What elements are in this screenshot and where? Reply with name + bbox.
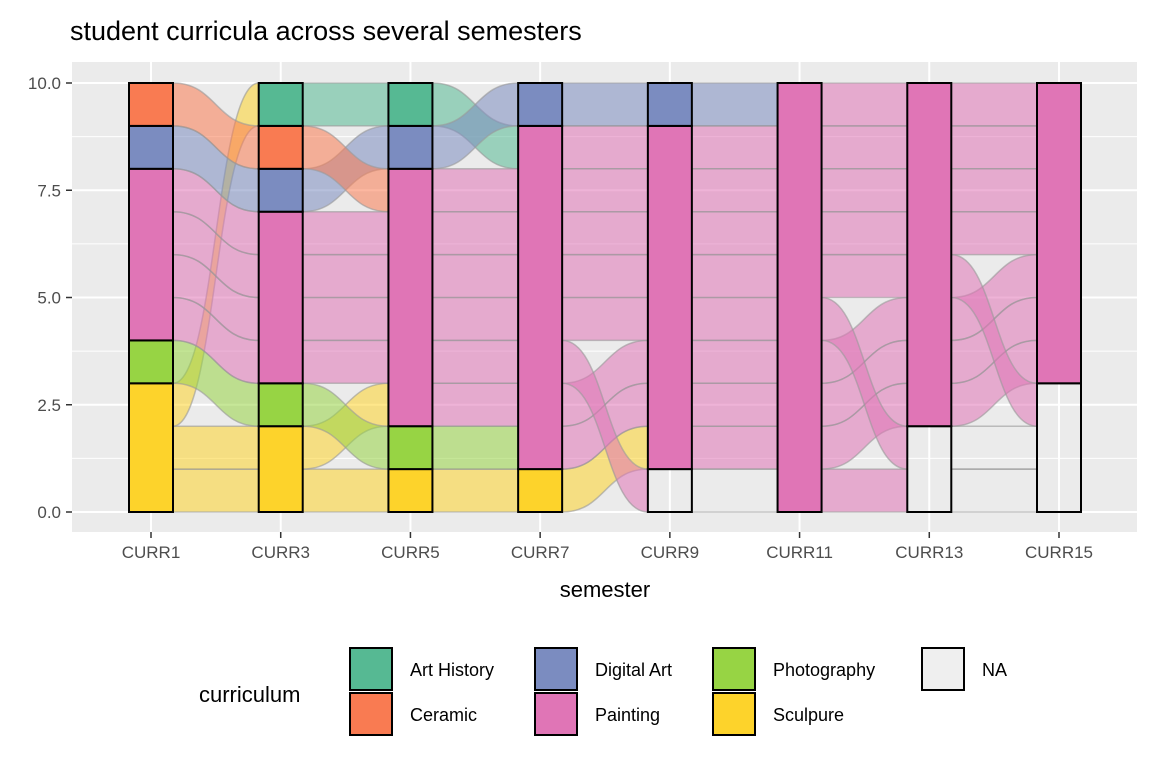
y-tick-label: 7.5 [37,181,61,200]
legend-label: Painting [595,705,660,725]
stratum [1036,82,1082,385]
x-tick-label: CURR5 [381,543,440,562]
legend: curriculum Art History Ceramic Digital Art… [199,647,1007,736]
legend-label: Photography [773,660,875,680]
flow [561,253,649,299]
x-tick-label: CURR15 [1025,543,1093,562]
legend-label: Sculpure [773,705,844,725]
flow [820,253,909,299]
stratum [387,425,434,471]
x-tick-label: CURR1 [122,543,181,562]
stratum [128,167,174,342]
flow [820,82,909,127]
stratum [906,82,953,428]
flow [301,296,390,342]
legend-key [534,647,578,691]
flow [691,125,779,170]
flow [172,425,260,470]
chart-title: student curricula across several semeste… [70,16,582,46]
stratum [776,82,823,513]
flow [950,168,1038,213]
stratum [387,124,434,170]
legend-label: Art History [410,660,494,680]
x-tick-label: CURR9 [641,543,700,562]
flow [950,210,1038,256]
flow [431,168,519,213]
flow [301,339,390,385]
flow [301,468,390,513]
axes: 0.0 2.5 5.0 7.5 10.0 CURR1 CURR3 CURR5 CURR7 CURR… [28,74,1093,562]
legend-key [534,692,578,736]
stratum [517,124,564,471]
flow [950,125,1038,170]
stratum [257,382,304,428]
flow [820,468,909,513]
stratum [128,124,174,170]
flow [561,296,649,342]
flow [561,210,649,256]
stratum [387,82,434,127]
stratum [517,468,564,514]
stratum [257,210,304,385]
stratum [128,382,174,513]
flow [431,339,519,385]
flow [301,82,390,127]
legend-key [349,692,393,736]
stratum [387,167,434,428]
legend-key [349,647,393,691]
stratum [257,124,304,170]
flow [691,168,779,213]
flow [691,382,779,427]
x-tick-label: CURR11 [766,543,833,562]
flow [431,253,519,299]
legend-key [712,692,756,736]
y-tick-label: 5.0 [37,289,61,308]
legend-title: curriculum [199,682,300,707]
flow [820,125,909,170]
legend-label: NA [982,660,1007,680]
stratum [646,82,693,127]
x-axis-title: semester [560,577,650,602]
flow [431,296,519,342]
flow [431,382,519,427]
x-tick-label: CURR7 [511,543,570,562]
flow [172,468,260,513]
flow [691,296,779,342]
stratum [646,124,693,471]
stratum [257,167,304,213]
y-tick-label: 0.0 [37,503,61,522]
stratum [257,425,304,514]
legend-key [921,647,965,691]
flow [691,425,779,470]
flow [691,339,779,385]
strata [128,82,1082,514]
flow [561,82,649,127]
x-tick-label: CURR3 [251,543,310,562]
legend-key [712,647,756,691]
stratum [128,339,174,385]
stratum [517,82,564,127]
flow [691,253,779,299]
flow [561,125,649,170]
legend-label: Digital Art [595,660,672,680]
flow [431,425,519,470]
legend-label: Ceramic [410,705,477,725]
flow [301,253,390,299]
flow [820,168,909,213]
flow [691,210,779,256]
flow [431,210,519,256]
y-tick-label: 10.0 [28,74,61,93]
flow [301,210,390,256]
flow [431,468,519,513]
flow [561,168,649,213]
y-tick-label: 2.5 [37,396,61,415]
flow [820,210,909,256]
stratum [257,82,304,127]
flow [691,82,779,127]
stratum [387,468,434,514]
x-tick-label: CURR13 [895,543,963,562]
stratum [128,82,174,127]
flow [950,82,1038,127]
